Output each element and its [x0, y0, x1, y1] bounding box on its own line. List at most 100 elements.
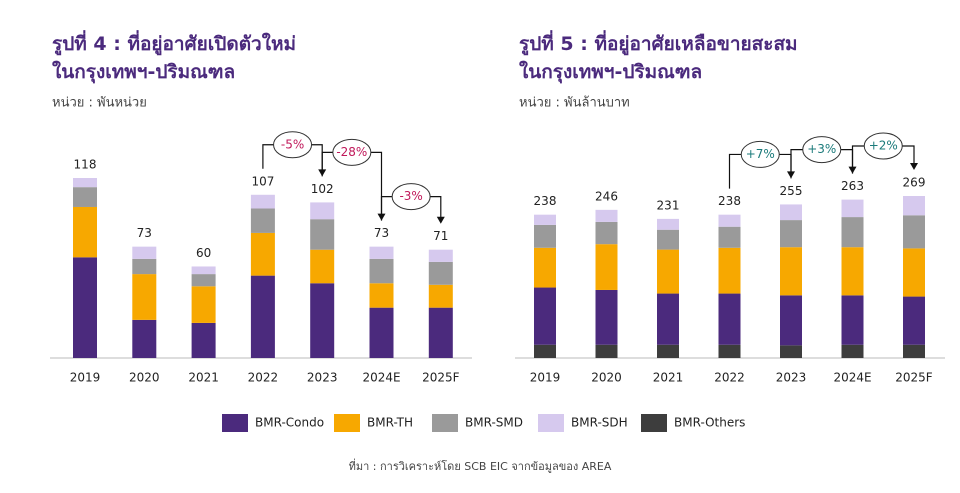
bar-segment [780, 345, 802, 358]
bar-segment [250, 194, 275, 209]
bar-segment [191, 322, 216, 358]
bar-segment [903, 344, 925, 358]
x-tick-label: 2020 [129, 371, 160, 385]
x-tick-label: 2022 [714, 371, 745, 385]
total-label: 60 [196, 246, 211, 260]
bar-segment [595, 209, 618, 222]
bar-segment [780, 247, 802, 296]
legend-label: BMR-TH [367, 416, 413, 430]
source: ที่มา : การวิเคราะห์โดย SCB EIC จากข้อมู… [349, 458, 612, 473]
bar-segment [310, 219, 335, 250]
total-label: 73 [374, 226, 389, 240]
chart-title: ในกรุงเทพฯ-ปริมณฑล [519, 60, 702, 84]
bar-segment [428, 249, 453, 262]
bar-segment [369, 283, 394, 308]
chart-subtitle: หน่วย : พันล้านบาท [519, 96, 630, 111]
bar-segment [428, 284, 453, 308]
bar-segment [534, 287, 556, 345]
bar-segment [780, 220, 802, 248]
x-tick-label: 2019 [70, 371, 101, 385]
change-label: +7% [746, 147, 775, 161]
bar-segment [657, 344, 679, 358]
bar-segment [841, 295, 864, 345]
x-tick-label: 2020 [591, 371, 622, 385]
x-tick-label: 2024E [833, 371, 871, 385]
change-bubble [273, 131, 313, 159]
bar-segment [534, 344, 556, 358]
change-bubble [391, 183, 431, 211]
bar-segment [132, 258, 157, 275]
total-label: 263 [841, 179, 864, 193]
change-bubble [740, 140, 780, 168]
bar-segment [534, 214, 556, 225]
bar-segment [718, 247, 741, 294]
x-tick-label: 2023 [307, 371, 338, 385]
total-label: 71 [433, 229, 448, 243]
x-tick-label: 2024E [362, 371, 400, 385]
legend-swatch [641, 414, 667, 432]
bar-segment [595, 289, 618, 345]
bar-segment [657, 218, 679, 230]
x-tick-label: 2019 [530, 371, 561, 385]
bar-segment [250, 232, 275, 276]
bar-segment [657, 229, 679, 250]
total-label: 238 [534, 194, 557, 208]
bar-segment [250, 208, 275, 233]
bar-segment [132, 246, 157, 259]
bar-segment [718, 293, 741, 345]
bar-segment [595, 244, 618, 290]
bar-segment [191, 286, 216, 323]
bar-segment [132, 319, 157, 358]
bar-segment [718, 214, 741, 227]
x-tick-label: 2021 [653, 371, 684, 385]
x-tick-label: 2021 [188, 371, 219, 385]
total-label: 269 [903, 176, 926, 190]
total-label: 118 [74, 158, 97, 172]
bar-segment [191, 266, 216, 275]
bar-segment [903, 296, 925, 345]
total-label: 107 [251, 174, 274, 188]
bar-segment [310, 283, 335, 358]
legend-swatch [432, 414, 458, 432]
total-label: 255 [780, 184, 803, 198]
bar-segment [903, 248, 925, 297]
x-tick-label: 2025F [422, 371, 460, 385]
bar-segment [369, 307, 394, 358]
bar-segment [841, 344, 864, 358]
chart-title: รูปที่ 4 : ที่อยู่อาศัยเปิดตัวใหม่ [52, 30, 296, 56]
bar-segment [73, 206, 97, 258]
change-label: -3% [399, 189, 422, 203]
bar-segment [369, 258, 394, 284]
bar-segment [657, 293, 679, 345]
legend-label: BMR-SMD [465, 416, 523, 430]
change-label: -5% [281, 137, 304, 151]
bar-segment [780, 295, 802, 346]
arrow-head [910, 163, 918, 170]
bar-segment [73, 257, 97, 358]
change-bubble [332, 138, 372, 166]
bar-segment [428, 261, 453, 285]
bar-segment [369, 246, 394, 259]
legend-swatch [222, 414, 248, 432]
change-bubble [802, 136, 842, 164]
x-tick-label: 2022 [248, 371, 279, 385]
bar-segment [250, 275, 275, 358]
bar-segment [718, 226, 741, 248]
x-tick-label: 2023 [776, 371, 807, 385]
total-label: 238 [718, 194, 741, 208]
bar-segment [595, 221, 618, 245]
bar-segment [841, 199, 864, 218]
legend-label: BMR-SDH [571, 416, 628, 430]
chart-subtitle: หน่วย : พันหน่วย [52, 96, 147, 111]
bar-segment [310, 249, 335, 284]
legend-label: BMR-Others [674, 416, 745, 430]
legend-label: BMR-Condo [255, 416, 324, 430]
change-label: -28% [336, 145, 367, 159]
change-bubble [863, 132, 903, 160]
bar-segment [191, 274, 216, 287]
bar-segment [534, 224, 556, 248]
bar-segment [310, 202, 335, 220]
bar-segment [903, 215, 925, 249]
x-tick-label: 2025F [895, 371, 933, 385]
